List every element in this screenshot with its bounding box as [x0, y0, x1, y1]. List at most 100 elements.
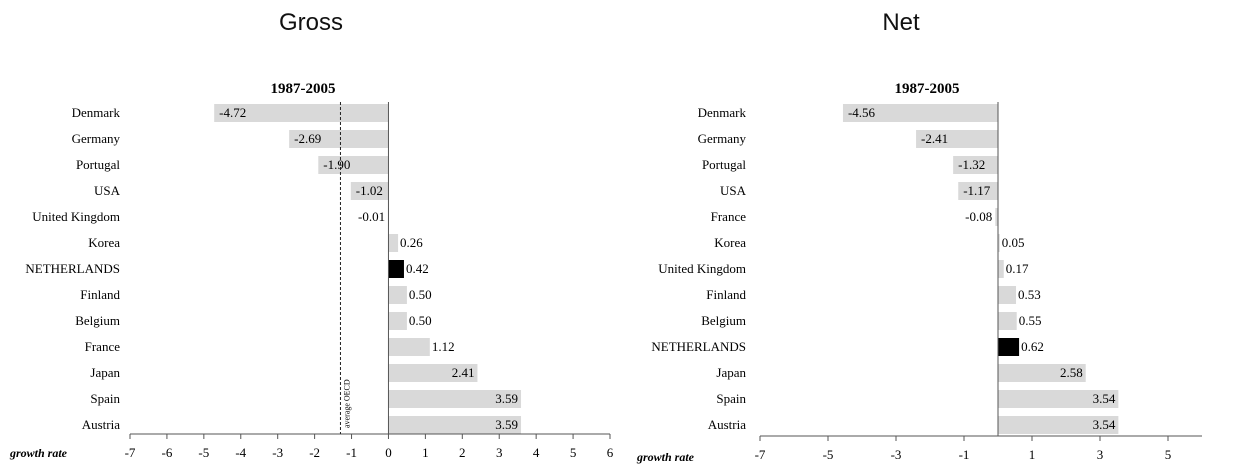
gross-x-tick-label: -1: [346, 445, 357, 460]
gross-bars: Denmark -4.72 Germany -2.69 Portugal -1.90 USA…: [25, 104, 522, 434]
net-bar-portugal: [953, 156, 998, 174]
gross-bar-portugal: [318, 156, 389, 174]
gross-category-label-denmark: Denmark: [72, 105, 121, 120]
net-category-label-finland: Finland: [706, 287, 746, 302]
gross-category-label-netherlands: NETHERLANDS: [25, 261, 120, 276]
net-x-tick-label: -7: [755, 447, 766, 462]
net-category-label-portugal: Portugal: [702, 157, 746, 172]
gross-x-tick-label: 1: [422, 445, 429, 460]
gross-category-label-portugal: Portugal: [76, 157, 120, 172]
net-value-label-japan: 2.58: [1060, 365, 1083, 380]
net-category-label-denmark: Denmark: [698, 105, 747, 120]
net-x-tick-label: -3: [891, 447, 902, 462]
gross-category-label-austria: Austria: [82, 417, 121, 432]
gross-bar-germany: [289, 130, 389, 148]
gross-x-tick-label: -7: [125, 445, 136, 460]
gross-bar-usa: [350, 182, 389, 200]
gross-value-label-finland: 0.50: [409, 287, 432, 302]
net-panel-title: Net: [882, 9, 920, 36]
gross-x-tick-label: -3: [272, 445, 283, 460]
gross-category-label-finland: Finland: [80, 287, 120, 302]
net-bar-japan: [998, 364, 1086, 382]
net-category-label-japan: Japan: [716, 365, 746, 380]
gross-value-label-united-kingdom: -0.01: [358, 209, 385, 224]
net-value-label-korea: 0.05: [1002, 235, 1025, 250]
gross-reference-line: average OECD: [339, 102, 351, 434]
net-category-label-belgium: Belgium: [701, 313, 746, 328]
net-value-label-united-kingdom: 0.17: [1006, 261, 1029, 276]
net-value-label-germany: -2.41: [921, 131, 948, 146]
gross-bar-spain: [388, 390, 522, 408]
gross-category-label-japan: Japan: [90, 365, 120, 380]
gross-value-label-denmark: -4.72: [219, 105, 246, 120]
gross-x-tick-label: 2: [459, 445, 466, 460]
net-value-label-finland: 0.53: [1018, 287, 1041, 302]
gross-panel-title: Gross: [279, 9, 343, 36]
net-bar-united-kingdom: [998, 260, 1004, 278]
gross-category-label-korea: Korea: [88, 235, 120, 250]
gross-x-tick-label: -6: [162, 445, 173, 460]
gross-bar-denmark: [214, 104, 389, 122]
gross-average-oecd-label: average OECD: [342, 379, 351, 428]
gross-x-tick-label: 4: [533, 445, 540, 460]
net-category-label-netherlands: NETHERLANDS: [651, 339, 746, 354]
gross-x-tick-label: -2: [309, 445, 320, 460]
gross-x-tick-label: 3: [496, 445, 503, 460]
net-x-tick-label: -5: [823, 447, 834, 462]
gross-category-label-united-kingdom: United Kingdom: [32, 209, 120, 224]
gross-bar-austria: [388, 416, 522, 434]
gross-category-label-spain: Spain: [90, 391, 120, 406]
gross-category-label-france: France: [85, 339, 121, 354]
net-value-label-france: -0.08: [965, 209, 992, 224]
gross-bar-belgium: [388, 312, 407, 330]
gross-bar-korea: [388, 234, 399, 252]
gross-value-label-austria: 3.59: [495, 417, 518, 432]
gross-x-tick-label: 0: [385, 445, 392, 460]
gross-axes: -7 -6 -5 -4 -3 -2 -1 0 1 2 3 4 5 6: [125, 102, 614, 460]
net-xaxis-label: growth rate: [636, 450, 695, 464]
net-category-label-germany: Germany: [698, 131, 747, 146]
net-value-label-belgium: 0.55: [1019, 313, 1042, 328]
net-value-label-usa: -1.17: [963, 183, 991, 198]
gross-panel: Gross 1987-2005 growth rate Denmark -4.72…: [9, 9, 614, 460]
net-bars: Denmark -4.56 Germany -2.41 Portugal -1.32 USA…: [651, 104, 1119, 434]
net-value-label-netherlands: 0.62: [1021, 339, 1044, 354]
gross-xaxis-label: growth rate: [9, 446, 68, 460]
net-panel: Net 1987-2005 growth rate Denmark -4.56 Ge…: [636, 9, 1202, 464]
gross-chart-title: 1987-2005: [271, 81, 336, 97]
net-bar-belgium: [998, 312, 1017, 330]
gross-bar-netherlands: [388, 260, 404, 278]
gross-value-label-portugal: -1.90: [323, 157, 350, 172]
net-chart-title: 1987-2005: [895, 81, 960, 97]
gross-bar-japan: [388, 364, 478, 382]
net-category-label-austria: Austria: [708, 417, 747, 432]
net-bar-usa: [958, 182, 998, 200]
net-category-label-france: France: [711, 209, 747, 224]
gross-x-tick-label: -4: [235, 445, 246, 460]
net-category-label-spain: Spain: [716, 391, 746, 406]
gross-value-label-germany: -2.69: [294, 131, 321, 146]
net-x-tick-label: -1: [959, 447, 970, 462]
gross-x-tick-label: 5: [570, 445, 577, 460]
gross-bar-france: [388, 338, 430, 356]
net-category-label-united-kingdom: United Kingdom: [658, 261, 746, 276]
gross-value-label-japan: 2.41: [452, 365, 475, 380]
gross-value-label-spain: 3.59: [495, 391, 518, 406]
net-bar-spain: [998, 390, 1119, 408]
net-value-label-spain: 3.54: [1093, 391, 1116, 406]
gross-value-label-belgium: 0.50: [409, 313, 432, 328]
gross-value-label-korea: 0.26: [400, 235, 423, 250]
net-category-label-usa: USA: [720, 183, 747, 198]
gross-x-tick-label: 6: [607, 445, 614, 460]
net-value-label-portugal: -1.32: [958, 157, 985, 172]
gross-category-label-usa: USA: [94, 183, 121, 198]
gross-value-label-usa: -1.02: [356, 183, 383, 198]
gross-value-label-france: 1.12: [432, 339, 455, 354]
net-axes: -7 -5 -3 -1 1 3 5: [755, 102, 1202, 462]
net-x-tick-label: 1: [1029, 447, 1036, 462]
gross-bar-finland: [388, 286, 407, 304]
net-x-tick-label: 5: [1165, 447, 1172, 462]
net-value-label-austria: 3.54: [1093, 417, 1116, 432]
net-bar-netherlands: [998, 338, 1020, 356]
